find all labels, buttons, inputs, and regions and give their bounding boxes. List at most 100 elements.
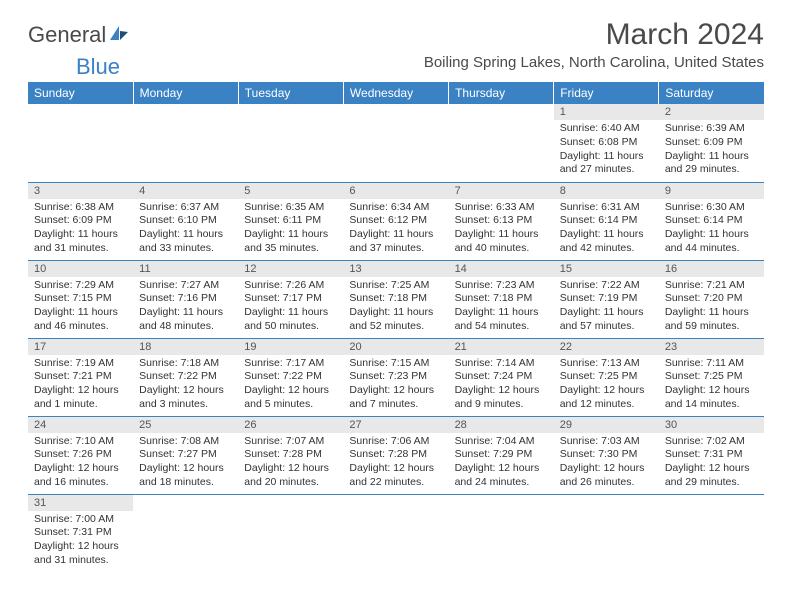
- calendar-cell: 10Sunrise: 7:29 AMSunset: 7:15 PMDayligh…: [28, 260, 133, 338]
- daylight-text: and 7 minutes.: [349, 398, 442, 412]
- daylight-text: and 52 minutes.: [349, 320, 442, 334]
- daylight-text: and 16 minutes.: [34, 476, 127, 490]
- daylight-text: and 42 minutes.: [560, 242, 653, 256]
- day-body: Sunrise: 7:21 AMSunset: 7:20 PMDaylight:…: [659, 277, 764, 338]
- daylight-text: Daylight: 11 hours: [349, 228, 442, 242]
- sunset-text: Sunset: 7:27 PM: [139, 448, 232, 462]
- calendar-week: 24Sunrise: 7:10 AMSunset: 7:26 PMDayligh…: [28, 416, 764, 494]
- calendar-cell: 8Sunrise: 6:31 AMSunset: 6:14 PMDaylight…: [554, 182, 659, 260]
- sunset-text: Sunset: 7:24 PM: [455, 370, 548, 384]
- calendar-cell: 30Sunrise: 7:02 AMSunset: 7:31 PMDayligh…: [659, 416, 764, 494]
- daylight-text: Daylight: 11 hours: [244, 306, 337, 320]
- sunrise-text: Sunrise: 6:31 AM: [560, 201, 653, 215]
- calendar-cell: 16Sunrise: 7:21 AMSunset: 7:20 PMDayligh…: [659, 260, 764, 338]
- day-body: Sunrise: 7:25 AMSunset: 7:18 PMDaylight:…: [343, 277, 448, 338]
- daylight-text: and 27 minutes.: [560, 163, 653, 177]
- sunrise-text: Sunrise: 7:02 AM: [665, 435, 758, 449]
- day-number: 8: [554, 183, 659, 199]
- sunrise-text: Sunrise: 7:15 AM: [349, 357, 442, 371]
- calendar-cell: [449, 494, 554, 572]
- sunrise-text: Sunrise: 6:37 AM: [139, 201, 232, 215]
- day-number: 6: [343, 183, 448, 199]
- calendar-cell: [659, 494, 764, 572]
- sunset-text: Sunset: 6:10 PM: [139, 214, 232, 228]
- sail-icon: [108, 22, 130, 48]
- daylight-text: Daylight: 11 hours: [244, 228, 337, 242]
- day-header: Saturday: [659, 82, 764, 104]
- day-number: 25: [133, 417, 238, 433]
- calendar-cell: 9Sunrise: 6:30 AMSunset: 6:14 PMDaylight…: [659, 182, 764, 260]
- sunset-text: Sunset: 7:26 PM: [34, 448, 127, 462]
- daylight-text: Daylight: 11 hours: [560, 228, 653, 242]
- day-body: Sunrise: 7:08 AMSunset: 7:27 PMDaylight:…: [133, 433, 238, 494]
- daylight-text: and 22 minutes.: [349, 476, 442, 490]
- day-body: Sunrise: 7:11 AMSunset: 7:25 PMDaylight:…: [659, 355, 764, 416]
- sunrise-text: Sunrise: 7:13 AM: [560, 357, 653, 371]
- day-header: Friday: [554, 82, 659, 104]
- daylight-text: Daylight: 12 hours: [665, 384, 758, 398]
- day-body: Sunrise: 6:38 AMSunset: 6:09 PMDaylight:…: [28, 199, 133, 260]
- sunrise-text: Sunrise: 6:34 AM: [349, 201, 442, 215]
- daylight-text: Daylight: 12 hours: [34, 384, 127, 398]
- day-number: 2: [659, 104, 764, 120]
- sunrise-text: Sunrise: 7:27 AM: [139, 279, 232, 293]
- daylight-text: and 18 minutes.: [139, 476, 232, 490]
- calendar-cell: [133, 494, 238, 572]
- daylight-text: Daylight: 12 hours: [349, 384, 442, 398]
- daylight-text: Daylight: 11 hours: [455, 228, 548, 242]
- daylight-text: and 9 minutes.: [455, 398, 548, 412]
- calendar-cell: 2Sunrise: 6:39 AMSunset: 6:09 PMDaylight…: [659, 104, 764, 182]
- sunset-text: Sunset: 7:28 PM: [244, 448, 337, 462]
- daylight-text: and 48 minutes.: [139, 320, 232, 334]
- day-body: Sunrise: 7:18 AMSunset: 7:22 PMDaylight:…: [133, 355, 238, 416]
- calendar-cell: 28Sunrise: 7:04 AMSunset: 7:29 PMDayligh…: [449, 416, 554, 494]
- daylight-text: and 46 minutes.: [34, 320, 127, 334]
- sunset-text: Sunset: 6:11 PM: [244, 214, 337, 228]
- day-number: 14: [449, 261, 554, 277]
- daylight-text: Daylight: 12 hours: [560, 462, 653, 476]
- day-number: 16: [659, 261, 764, 277]
- sunrise-text: Sunrise: 7:25 AM: [349, 279, 442, 293]
- day-number: 26: [238, 417, 343, 433]
- day-number: 11: [133, 261, 238, 277]
- sunrise-text: Sunrise: 7:26 AM: [244, 279, 337, 293]
- day-body: Sunrise: 7:13 AMSunset: 7:25 PMDaylight:…: [554, 355, 659, 416]
- sunset-text: Sunset: 6:13 PM: [455, 214, 548, 228]
- sunrise-text: Sunrise: 7:03 AM: [560, 435, 653, 449]
- day-body: Sunrise: 7:29 AMSunset: 7:15 PMDaylight:…: [28, 277, 133, 338]
- daylight-text: and 12 minutes.: [560, 398, 653, 412]
- logo-text: GeneralBlue: [28, 22, 130, 80]
- sunrise-text: Sunrise: 7:21 AM: [665, 279, 758, 293]
- day-header: Thursday: [449, 82, 554, 104]
- daylight-text: and 37 minutes.: [349, 242, 442, 256]
- logo-text-general: General: [28, 22, 106, 47]
- day-body: Sunrise: 7:26 AMSunset: 7:17 PMDaylight:…: [238, 277, 343, 338]
- sunset-text: Sunset: 7:31 PM: [34, 526, 127, 540]
- sunrise-text: Sunrise: 7:23 AM: [455, 279, 548, 293]
- sunset-text: Sunset: 7:31 PM: [665, 448, 758, 462]
- sunset-text: Sunset: 7:22 PM: [139, 370, 232, 384]
- page-header: GeneralBlue March 2024 Boiling Spring La…: [28, 18, 764, 80]
- calendar-head: SundayMondayTuesdayWednesdayThursdayFrid…: [28, 82, 764, 104]
- calendar-cell: 15Sunrise: 7:22 AMSunset: 7:19 PMDayligh…: [554, 260, 659, 338]
- calendar-cell: 7Sunrise: 6:33 AMSunset: 6:13 PMDaylight…: [449, 182, 554, 260]
- sunrise-text: Sunrise: 6:38 AM: [34, 201, 127, 215]
- sunrise-text: Sunrise: 6:40 AM: [560, 122, 653, 136]
- calendar-cell: [238, 104, 343, 182]
- calendar-body: 1Sunrise: 6:40 AMSunset: 6:08 PMDaylight…: [28, 104, 764, 572]
- day-number: 1: [554, 104, 659, 120]
- sunrise-text: Sunrise: 6:39 AM: [665, 122, 758, 136]
- daylight-text: and 14 minutes.: [665, 398, 758, 412]
- calendar-cell: [343, 494, 448, 572]
- day-number: 28: [449, 417, 554, 433]
- sunset-text: Sunset: 6:12 PM: [349, 214, 442, 228]
- daylight-text: Daylight: 11 hours: [665, 228, 758, 242]
- day-number: 20: [343, 339, 448, 355]
- daylight-text: Daylight: 12 hours: [244, 462, 337, 476]
- daylight-text: and 29 minutes.: [665, 163, 758, 177]
- sunrise-text: Sunrise: 6:30 AM: [665, 201, 758, 215]
- daylight-text: Daylight: 12 hours: [665, 462, 758, 476]
- daylight-text: Daylight: 11 hours: [665, 150, 758, 164]
- day-number: 12: [238, 261, 343, 277]
- day-body: Sunrise: 7:04 AMSunset: 7:29 PMDaylight:…: [449, 433, 554, 494]
